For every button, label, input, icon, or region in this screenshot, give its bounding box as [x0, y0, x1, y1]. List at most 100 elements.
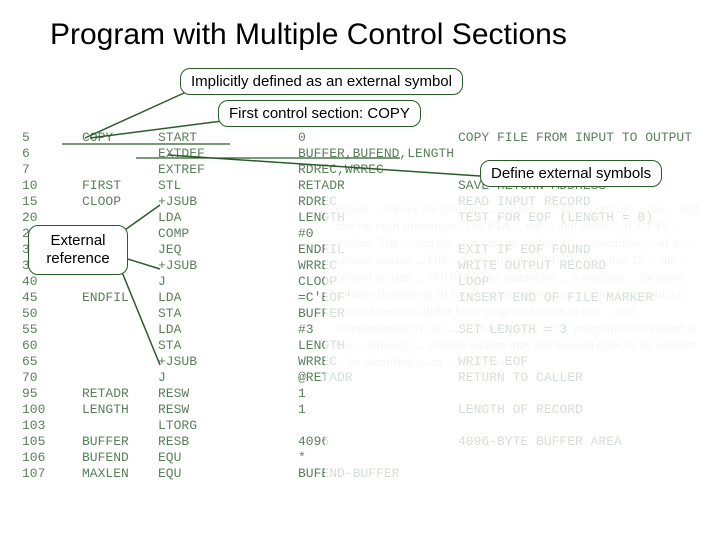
arg1	[230, 434, 298, 450]
arg1	[230, 130, 298, 146]
opcode: EXTREF	[158, 162, 230, 178]
line-number: 70	[0, 370, 82, 386]
label	[82, 354, 158, 370]
opcode: EQU	[158, 466, 230, 482]
label: COPY	[82, 130, 158, 146]
line-number: 6	[0, 146, 82, 162]
opcode: START	[158, 130, 230, 146]
line-number: 15	[0, 194, 82, 210]
opcode: J	[158, 370, 230, 386]
code-row: 106BUFENDEQU *	[0, 450, 720, 466]
opcode: LTORG	[158, 418, 230, 434]
arg1	[230, 242, 298, 258]
arg1	[230, 370, 298, 386]
opcode: +JSUB	[158, 258, 230, 274]
opcode: STA	[158, 338, 230, 354]
comment: COPY FILE FROM INPUT TO OUTPUT	[458, 130, 720, 146]
line-number: 106	[0, 450, 82, 466]
line-number: 10	[0, 178, 82, 194]
arg1	[230, 354, 298, 370]
line-number: 55	[0, 322, 82, 338]
callout-external-reference: Externalreference	[28, 225, 128, 275]
comment: 4096-BYTE BUFFER AREA	[458, 434, 720, 450]
label: BUFFER	[82, 434, 158, 450]
code-row: 105BUFFERRESB40964096-BYTE BUFFER AREA	[0, 434, 720, 450]
arg1	[230, 178, 298, 194]
label	[82, 210, 158, 226]
opcode: J	[158, 274, 230, 290]
line-number: 7	[0, 162, 82, 178]
label: ENDFIL	[82, 290, 158, 306]
arg2	[298, 418, 458, 434]
opcode: RESW	[158, 386, 230, 402]
line-number: 60	[0, 338, 82, 354]
arg2: @RETADR	[298, 370, 458, 386]
opcode: LDA	[158, 210, 230, 226]
background-paragraph: Figure ... shows the program ... written…	[335, 200, 705, 370]
opcode: RESW	[158, 402, 230, 418]
arg2: BUFEND-BUFFER	[298, 466, 458, 482]
comment	[458, 418, 720, 434]
arg1	[230, 290, 298, 306]
opcode: COMP	[158, 226, 230, 242]
line-number: 45	[0, 290, 82, 306]
line-number: 103	[0, 418, 82, 434]
callout-first-section: First control section: COPY	[218, 100, 421, 127]
label: FIRST	[82, 178, 158, 194]
label	[82, 146, 158, 162]
opcode: JEQ	[158, 242, 230, 258]
line-number: 65	[0, 354, 82, 370]
arg1	[230, 418, 298, 434]
arg2: BUFFER,BUFEND,LENGTH	[298, 146, 458, 162]
opcode: STA	[158, 306, 230, 322]
line-number: 40	[0, 274, 82, 290]
comment	[458, 386, 720, 402]
label: BUFEND	[82, 450, 158, 466]
opcode: EXTDEF	[158, 146, 230, 162]
label	[82, 338, 158, 354]
arg1	[230, 226, 298, 242]
label	[82, 370, 158, 386]
comment: RETURN TO CALLER	[458, 370, 720, 386]
opcode: LDA	[158, 322, 230, 338]
label	[82, 322, 158, 338]
line-number: 100	[0, 402, 82, 418]
line-number: 105	[0, 434, 82, 450]
line-number: 20	[0, 210, 82, 226]
arg1	[230, 450, 298, 466]
opcode: STL	[158, 178, 230, 194]
code-row: 5COPYSTART0COPY FILE FROM INPUT TO OUTPU…	[0, 130, 720, 146]
comment	[458, 466, 720, 482]
arg1	[230, 258, 298, 274]
opcode: LDA	[158, 290, 230, 306]
line-number: 50	[0, 306, 82, 322]
opcode: +JSUB	[158, 354, 230, 370]
label	[82, 274, 158, 290]
line-number: 107	[0, 466, 82, 482]
code-row: 95RETADRRESW1	[0, 386, 720, 402]
opcode: RESB	[158, 434, 230, 450]
arg2: *	[298, 450, 458, 466]
arg1	[230, 146, 298, 162]
arg1	[230, 306, 298, 322]
label: MAXLEN	[82, 466, 158, 482]
arg2: RDREC,WRREC	[298, 162, 458, 178]
arg1	[230, 210, 298, 226]
callout-define-external: Define external symbols	[480, 160, 662, 187]
label: LENGTH	[82, 402, 158, 418]
opcode: EQU	[158, 450, 230, 466]
code-row: 103 LTORG	[0, 418, 720, 434]
code-row: 107MAXLENEQU BUFEND-BUFFER	[0, 466, 720, 482]
opcode: +JSUB	[158, 194, 230, 210]
line-number: 5	[0, 130, 82, 146]
arg1	[230, 386, 298, 402]
arg1	[230, 194, 298, 210]
arg1	[230, 466, 298, 482]
label	[82, 162, 158, 178]
arg2: RETADR	[298, 178, 458, 194]
label: RETADR	[82, 386, 158, 402]
label	[82, 418, 158, 434]
callout-implicit: Implicitly defined as an external symbol	[180, 68, 463, 95]
comment: LENGTH OF RECORD	[458, 402, 720, 418]
label: CLOOP	[82, 194, 158, 210]
